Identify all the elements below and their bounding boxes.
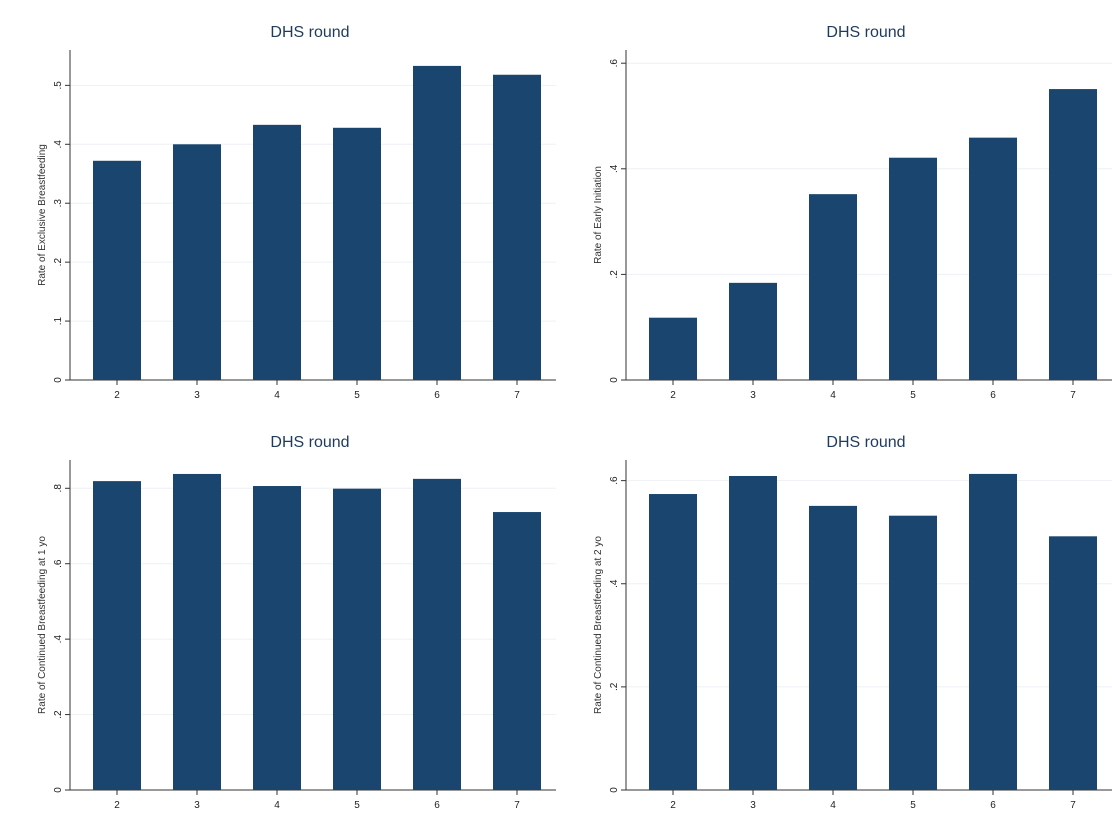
bar-round-2: [649, 317, 697, 380]
bar-round-5: [333, 488, 381, 790]
x-tick-label: 2: [114, 390, 120, 401]
x-tick-label: 5: [354, 800, 360, 811]
chart-svg: DHS round Rate of Continued Breastfeeding…: [593, 434, 1112, 811]
bar-round-2: [649, 494, 697, 790]
x-tick-label: 6: [990, 390, 996, 401]
x-tick-label: 7: [514, 390, 520, 401]
x-tick-label: 4: [830, 390, 836, 401]
bar-round-7: [493, 512, 541, 790]
bar-round-5: [889, 515, 937, 790]
bar-round-4: [809, 194, 857, 380]
bar-round-4: [253, 124, 301, 380]
y-tick-label: .2: [609, 682, 620, 691]
bar-round-3: [173, 473, 221, 790]
chart-svg: DHS round Rate of Continued Breastfeeding…: [37, 434, 556, 811]
y-tick-label: 0: [609, 787, 620, 793]
bar-round-7: [1049, 536, 1097, 790]
y-tick-label: .5: [53, 81, 64, 90]
x-tick-label: 6: [990, 800, 996, 811]
x-tick-label: 5: [354, 390, 360, 401]
y-tick-label: .2: [53, 258, 64, 267]
bar-round-6: [413, 478, 461, 790]
x-tick-label: 3: [750, 390, 756, 401]
y-tick-label: .6: [609, 476, 620, 485]
x-tick-label: 7: [1070, 390, 1076, 401]
x-tick-label: 4: [274, 390, 280, 401]
bar-round-3: [729, 475, 777, 790]
x-tick-label: 4: [274, 800, 280, 811]
chart-panel-continued-breastfeeding-2yo: DHS round Rate of Continued Breastfeeding…: [556, 418, 1112, 822]
x-tick-label: 6: [434, 390, 440, 401]
x-tick-label: 3: [194, 800, 200, 811]
y-tick-label: .4: [53, 140, 64, 149]
y-tick-label: .4: [609, 579, 620, 588]
plot-area: [626, 50, 1112, 380]
y-tick-label: .6: [53, 559, 64, 568]
bar-round-7: [493, 74, 541, 380]
bar-round-5: [889, 157, 937, 380]
bar-round-4: [253, 486, 301, 790]
bar-round-4: [809, 505, 857, 790]
y-axis-label: Rate of Exclusive Breastfeeding: [37, 144, 48, 286]
x-tick-label: 3: [750, 800, 756, 811]
x-tick-label: 2: [670, 390, 676, 401]
panel-title: DHS round: [270, 434, 349, 451]
chart-panel-continued-breastfeeding-1yo: DHS round Rate of Continued Breastfeeding…: [0, 418, 556, 822]
y-tick-label: 0: [53, 787, 64, 793]
y-tick-label: 0: [609, 377, 620, 383]
y-tick-label: .4: [609, 164, 620, 173]
y-axis-label: Rate of Continued Breastfeeding at 1 yo: [37, 536, 48, 714]
x-tick-label: 2: [670, 800, 676, 811]
plot-area: [70, 50, 556, 380]
panel-title: DHS round: [270, 24, 349, 41]
x-tick-label: 5: [910, 800, 916, 811]
y-tick-label: .4: [53, 635, 64, 644]
x-tick-label: 6: [434, 800, 440, 811]
bar-round-3: [173, 144, 221, 380]
plot-area: [626, 460, 1112, 790]
chart-svg: DHS round Rate of Early Initiation 0 .2 .4 .6…: [593, 24, 1112, 401]
chart-panel-exclusive-breastfeeding: DHS round Rate of Exclusive Breastfeeding…: [0, 8, 556, 412]
x-tick-label: 2: [114, 800, 120, 811]
bar-round-2: [93, 160, 141, 380]
y-tick-label: .3: [53, 199, 64, 208]
panel-title: DHS round: [826, 24, 905, 41]
x-tick-label: 5: [910, 390, 916, 401]
bar-round-7: [1049, 89, 1097, 381]
x-tick-label: 4: [830, 800, 836, 811]
y-tick-label: .2: [609, 270, 620, 279]
y-axis-label: Rate of Continued Breastfeeding at 2 yo: [593, 536, 604, 714]
bar-round-5: [333, 127, 381, 381]
bar-round-6: [969, 137, 1017, 380]
y-tick-label: .8: [53, 484, 64, 493]
x-tick-label: 7: [1070, 800, 1076, 811]
x-tick-label: 3: [194, 390, 200, 401]
bar-round-6: [969, 473, 1017, 790]
y-axis-label: Rate of Early Initiation: [593, 166, 604, 264]
bar-round-6: [413, 65, 461, 381]
panel-title: DHS round: [826, 434, 905, 451]
x-tick-label: 7: [514, 800, 520, 811]
y-tick-label: 0: [53, 377, 64, 383]
y-tick-label: .2: [53, 710, 64, 719]
bar-round-3: [729, 282, 777, 380]
plot-area: [70, 460, 556, 790]
chart-svg: DHS round Rate of Exclusive Breastfeeding…: [37, 24, 556, 401]
y-tick-label: .1: [53, 316, 64, 325]
chart-panel-early-initiation: DHS round Rate of Early Initiation 0 .2 .4 .6…: [556, 8, 1112, 412]
bar-round-2: [93, 481, 141, 790]
y-tick-label: .6: [609, 59, 620, 68]
